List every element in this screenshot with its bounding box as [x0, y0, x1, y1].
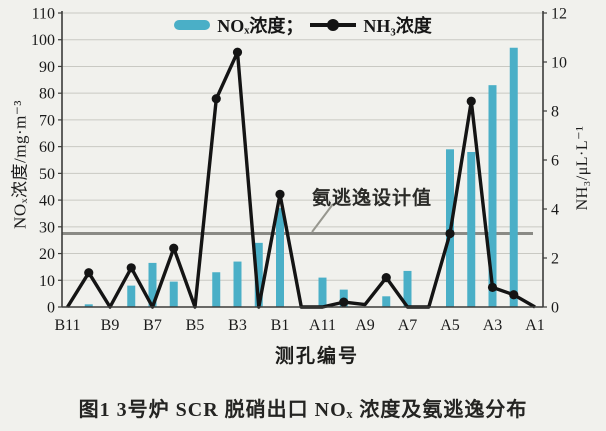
right-tick-label: 0	[551, 300, 559, 317]
left-tick-label: 60	[39, 139, 55, 156]
x-tick-label-A7: A7	[398, 317, 418, 334]
x-tick-label-B11: B11	[54, 317, 80, 334]
nh3-legend-label: NH₃浓度	[363, 16, 432, 36]
data-point-B1	[275, 189, 285, 199]
bar-B3	[233, 261, 242, 307]
bar-B1	[276, 208, 284, 307]
nh3-legend-swatch	[310, 19, 357, 31]
x-tick-label-A5: A5	[440, 317, 460, 334]
right-tick-label: 2	[551, 251, 559, 268]
x-tick-label-B1: B1	[271, 317, 290, 334]
left-tick-label: 90	[39, 59, 55, 76]
nox-legend-swatch	[174, 20, 211, 30]
bar-B10	[84, 304, 93, 307]
left-tick-label: 110	[32, 6, 55, 23]
bar-B6	[169, 281, 178, 307]
left-tick-label: 20	[39, 246, 55, 263]
chart-legend: NOₓ浓度； NH₃浓度	[0, 12, 606, 38]
data-point-B8	[126, 263, 136, 273]
right-tick-label: 4	[551, 202, 559, 219]
right-tick-label: 10	[551, 55, 567, 72]
x-tick-label-B5: B5	[186, 317, 205, 334]
nh3-legend-dot	[327, 19, 340, 31]
right-tick-label: 6	[551, 153, 559, 170]
x-tick-label-A3: A3	[483, 317, 503, 334]
right-axis-title: NH₃/μL·L⁻¹	[574, 125, 591, 211]
right-tick-label: 12	[551, 6, 567, 23]
x-tick-label-B3: B3	[228, 317, 247, 334]
data-point-A3	[487, 282, 498, 292]
x-tick-label-B9: B9	[101, 317, 120, 334]
bar-A11	[318, 277, 327, 307]
left-tick-label: 0	[47, 300, 55, 317]
left-tick-label: 30	[39, 219, 55, 236]
figure-caption: 图1 3号炉 SCR 脱硝出口 NOₓ 浓度及氨逃逸分布	[78, 399, 528, 421]
data-point-B4	[211, 94, 221, 104]
bar-B7	[148, 262, 157, 307]
left-axis-title: NOₓ浓度/mg·m⁻³	[10, 100, 30, 229]
left-tick-label: 70	[39, 112, 55, 129]
bar-A4	[467, 151, 476, 307]
left-tick-label: 40	[39, 193, 55, 210]
bar-A7	[403, 270, 412, 307]
data-point-A2	[509, 290, 519, 300]
nh3-line	[66, 50, 536, 309]
x-axis-title: 测孔编号	[274, 346, 359, 367]
bar-B4	[212, 272, 221, 307]
chart-plot: 0 10 20 30 40 50 60 70 80 90 100 110 0 2 4 6 8 10 12 B11 B9 B…	[31, 6, 567, 335]
left-tick-label: 10	[39, 273, 55, 290]
nox-legend-label: NOₓ浓度；	[217, 16, 304, 36]
bar-A2	[509, 47, 518, 307]
data-point-B3	[232, 47, 243, 57]
data-point-B10	[84, 268, 94, 278]
x-tick-label-B7: B7	[143, 317, 162, 334]
data-point-A10	[339, 297, 349, 307]
x-tick-label-A11: A11	[309, 317, 336, 334]
data-point-B6	[169, 243, 179, 253]
bar-B2	[254, 242, 263, 307]
left-tick-label: 100	[31, 32, 55, 49]
bar-B8	[127, 285, 136, 307]
annotation-leader-line	[311, 203, 334, 233]
left-tick-label: 80	[39, 86, 55, 103]
data-point-A4	[466, 96, 476, 106]
right-tick-label: 8	[551, 104, 559, 121]
left-tick-label: 50	[39, 166, 55, 183]
data-point-A5	[445, 228, 455, 239]
design-value-annotation: 氨逃逸设计值	[312, 188, 433, 209]
bar-A8	[382, 296, 391, 307]
x-tick-label-A9: A9	[355, 317, 375, 334]
bar-A3	[488, 85, 497, 307]
data-point-A8	[381, 273, 391, 283]
x-tick-label-A1: A1	[525, 317, 545, 334]
